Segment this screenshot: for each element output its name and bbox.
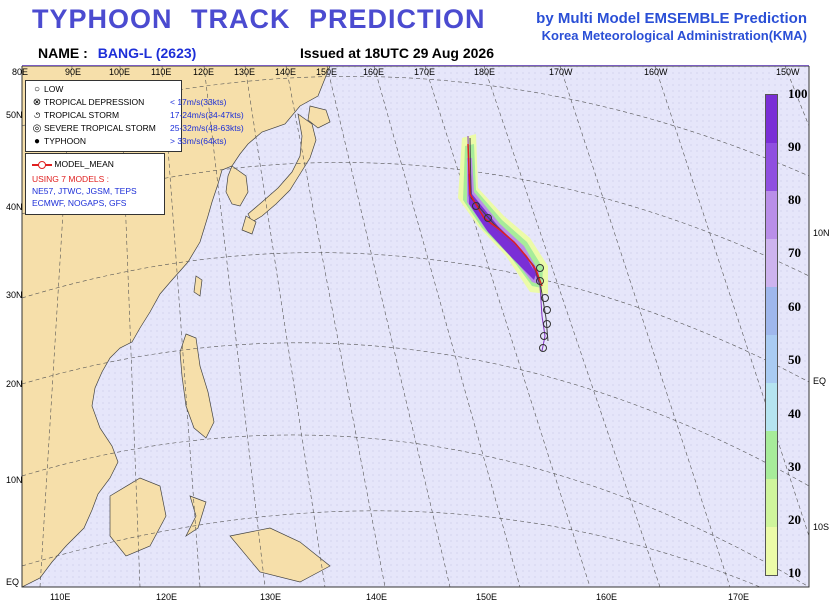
land-borneo [109,477,167,557]
org-line-2: Korea Meteorological Administration(KMA) [541,28,807,43]
lon-label-bottom: 140E [366,592,388,602]
tropical-storm-icon: ૭ [33,110,41,121]
lon-label: 180E [474,67,496,77]
lat-label: 10N [6,475,23,485]
legend-item: ○ LOW [33,84,64,95]
lon-label-bottom: 170E [728,592,750,602]
storm-symbols [472,202,551,352]
typhoon-icon: ● [33,136,41,147]
lat-label: 20N [6,379,23,389]
lon-label: 160W [644,67,668,77]
probability-colorbar [765,94,778,576]
colorbar-band [766,287,777,335]
land-hokkaido [307,105,331,129]
page-title: TYPHOON TRACK PREDICTION [32,4,486,34]
using-models-label: USING 7 MODELS : [32,174,109,184]
land-kyushu [241,215,257,235]
land-philippines [179,333,215,439]
name-value: BANG-L (2623) [97,45,197,61]
legend-item: ⊗ TROPICAL DEPRESSION < 17m/s(33kts) [32,97,227,108]
colorbar-tick: 60 [788,299,801,314]
colorbar-band [766,143,777,191]
typhoon-name: NAME : BANG-L (2623) [38,45,196,61]
land-taiwan [193,275,203,297]
tropical-depression-icon: ⊗ [32,97,42,108]
lon-label: 170W [549,67,573,77]
colorbar-tick: 90 [788,139,801,154]
symbol-legend: ○ LOW ⊗ TROPICAL DEPRESSION < 17m/s(33kts) … [25,80,244,152]
colorbar-band [766,431,777,479]
colorbar-band [766,95,777,143]
land-sulawesi [185,495,207,538]
colorbar-tick: 80 [788,192,801,207]
severe-tropical-storm-icon: ◎ [32,123,42,134]
model-mean-legend: MODEL_MEAN [32,159,114,169]
colorbar-band [766,527,777,575]
lat-label-right: 10N [813,228,830,238]
model-legend: MODEL_MEAN USING 7 MODELS : NE57, JTWC, … [25,153,165,215]
colorbar-band [766,239,777,287]
colorbar-tick: 40 [788,406,801,421]
lat-label-right: 10S [813,522,830,532]
lon-label: 100E [109,67,131,77]
lat-label: 40N [6,202,23,212]
lon-label: 90E [65,67,82,77]
lat-label: EQ [6,577,20,587]
lon-label: 80E [12,67,29,77]
colorbar-band [766,479,777,527]
lon-label-bottom: 130E [260,592,282,602]
colorbar-tick: 10 [788,565,801,580]
lon-label-bottom: 150E [476,592,498,602]
legend-item: ◎ SEVERE TROPICAL STORM 25-32m/s(48-63kts) [32,123,244,134]
lon-label: 110E [151,67,172,77]
lon-label-bottom: 160E [596,592,618,602]
colorbar-tick: 50 [788,352,801,367]
models-list-1: NE57, JTWC, JGSM, TEPS [32,186,137,196]
land-japan [247,113,317,223]
colorbar-tick: 70 [788,245,801,260]
low-icon: ○ [33,84,41,95]
model-mean-track [467,143,543,287]
lon-label: 120E [193,67,215,77]
land-new-guinea [229,527,331,583]
lon-label-bottom: 110E [50,592,71,602]
lat-label: 30N [6,290,23,300]
lon-label: 140E [275,67,297,77]
legend-item: ● TYPHOON > 33m/s(64kts) [33,136,227,147]
colorbar-tick: 100 [788,86,808,101]
track-map [21,66,810,588]
land-korea [225,165,249,207]
colorbar-band [766,383,777,431]
lat-label-right: EQ [813,376,827,386]
model-mean-line-icon [32,160,52,169]
lon-label: 170E [414,67,436,77]
name-label: NAME : [38,45,88,61]
colorbar-tick: 20 [788,512,801,527]
lon-label: 130E [234,67,256,77]
lon-label: 150E [316,67,338,77]
lat-label: 50N [6,110,23,120]
org-line-1: by Multi Model EMSEMBLE Prediction [536,10,807,27]
lon-label: 160E [363,67,385,77]
models-list-2: ECMWF, NOGAPS, GFS [32,198,127,208]
legend-item: ૭ TROPICAL STORM 17-24m/s(34-47kts) [33,110,244,121]
lon-label: 150W [776,67,800,77]
colorbar-band [766,335,777,383]
colorbar-tick: 30 [788,459,801,474]
lon-label-bottom: 120E [156,592,178,602]
issued-time: Issued at 18UTC 29 Aug 2026 [300,45,495,61]
colorbar-band [766,191,777,239]
